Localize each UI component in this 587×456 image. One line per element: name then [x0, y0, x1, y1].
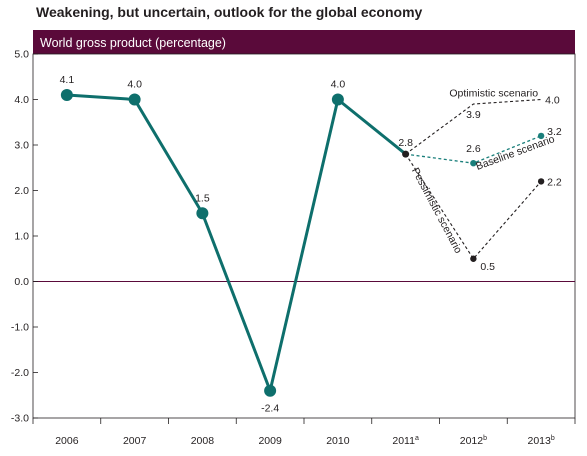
x-tick-label: 2013b — [527, 435, 554, 447]
data-point-actual — [331, 93, 344, 106]
y-tick-label: -2.0 — [11, 367, 29, 379]
data-point-actual — [196, 207, 209, 220]
data-label-actual: 4.0 — [331, 79, 346, 91]
series-line-actual — [66, 93, 407, 393]
data-point-actual — [402, 150, 410, 158]
data-label-optimistic: 3.9 — [466, 109, 481, 121]
data-label-baseline: 3.2 — [547, 126, 562, 138]
x-tick-label: 2012b — [460, 435, 487, 447]
data-label-actual: 4.0 — [127, 79, 142, 91]
x-tick-label: 2010 — [326, 435, 350, 447]
data-point-actual — [264, 384, 277, 397]
x-tick-label: 2008 — [191, 435, 215, 447]
data-point-pessimistic — [537, 178, 545, 185]
y-axis: 5.0 4.0 3.0 2.0 1.0 0.0 -1.0 -2.0 -3.0 — [11, 49, 38, 425]
y-tick-label: 4.0 — [14, 94, 29, 106]
y-tick-label: 0.0 — [14, 276, 29, 288]
y-tick-label: -1.0 — [11, 322, 29, 334]
chart-title: Weakening, but uncertain, outlook for th… — [36, 4, 423, 20]
data-label-pessimistic: 0.5 — [480, 261, 495, 273]
x-tick-label: 2009 — [258, 435, 282, 447]
y-tick-label: 2.0 — [14, 185, 29, 197]
series-line-optimistic — [405, 98, 542, 155]
scenario-label-optimistic: Optimistic scenario — [449, 88, 538, 100]
data-label-actual: 4.1 — [60, 74, 75, 86]
series-line-pessimistic — [405, 153, 542, 260]
data-point-baseline — [470, 160, 477, 167]
data-label-baseline: 2.6 — [466, 143, 481, 155]
x-tick-label: 2011a — [392, 435, 419, 447]
y-tick-label: 1.0 — [14, 231, 29, 243]
y-tick-label: 3.0 — [14, 140, 29, 152]
data-label-actual: 2.8 — [398, 137, 413, 149]
y-tick-label: -3.0 — [11, 413, 29, 425]
data-label-actual: -2.4 — [261, 403, 279, 415]
data-label-optimistic: 4.0 — [545, 95, 560, 107]
data-point-baseline — [537, 132, 545, 140]
x-axis: 2006 2007 2008 2009 2010 2011a 2012b 2013b — [32, 418, 576, 447]
panel-header-band — [33, 30, 575, 54]
series-layer — [60, 88, 545, 397]
scenario-label-baseline: Baseline scenario — [474, 133, 556, 173]
y-tick-label: 5.0 — [14, 49, 29, 61]
data-label-actual: 1.5 — [195, 192, 210, 204]
x-tick-label: 2006 — [55, 435, 79, 447]
data-point-actual — [128, 93, 141, 106]
data-point-actual — [60, 88, 73, 101]
x-tick-label: 2007 — [123, 435, 147, 447]
scenario-label-pessimistic: Pessimistic scenario — [409, 166, 464, 256]
panel-label: World gross product (percentage) — [40, 36, 226, 50]
data-label-pessimistic: 2.2 — [547, 176, 562, 188]
data-point-pessimistic — [470, 255, 477, 262]
